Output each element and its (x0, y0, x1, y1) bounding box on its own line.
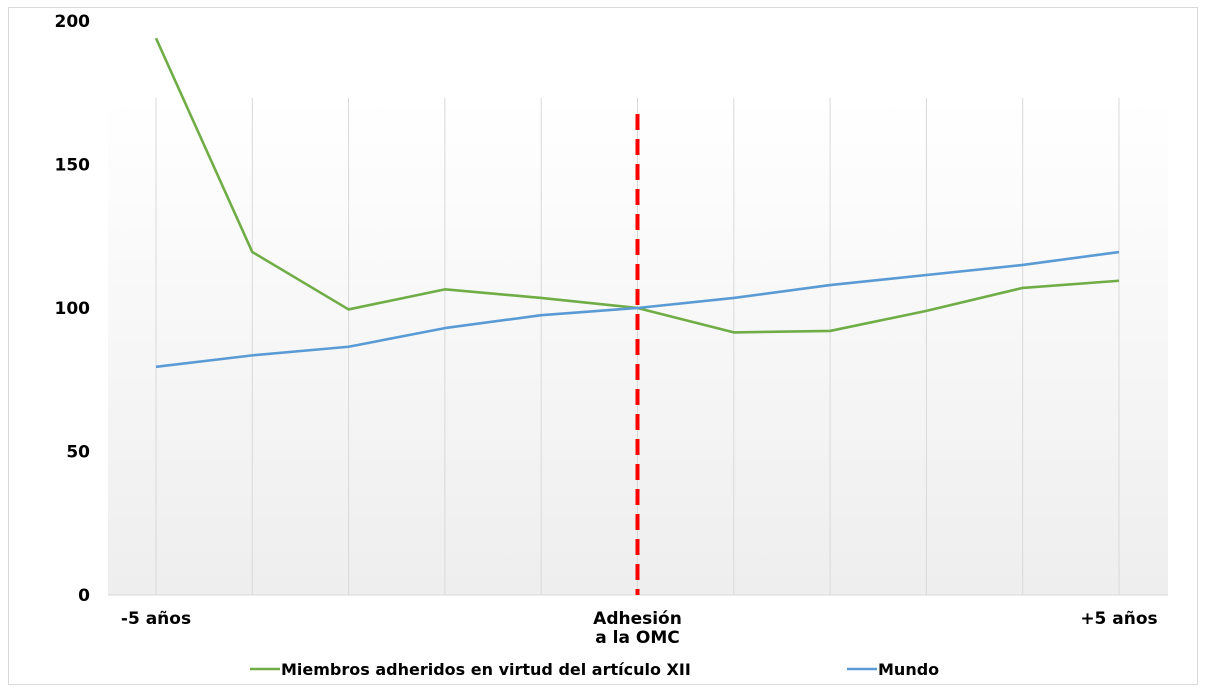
x-tick-label: -5 años (121, 609, 191, 629)
series-lines (154, 37, 1120, 369)
series-line (155, 250, 1120, 369)
y-tick-label: 0 (78, 586, 90, 606)
legend-label: Mundo (878, 660, 939, 679)
y-tick-label: 100 (55, 299, 91, 319)
legend-label: Miembros adheridos en virtud del artícul… (281, 660, 691, 679)
x-tick-label: Adhesión (593, 609, 682, 629)
x-tick-label: +5 años (1080, 609, 1157, 629)
legend: Miembros adheridos en virtud del artícul… (250, 660, 939, 679)
y-tick-label: 150 (55, 156, 91, 176)
y-tick-label: 200 (55, 12, 91, 32)
x-tick-label: a la OMC (595, 628, 679, 648)
y-tick-label: 50 (66, 443, 90, 463)
y-axis-ticks: 0 50 100 150 200 (55, 12, 91, 606)
